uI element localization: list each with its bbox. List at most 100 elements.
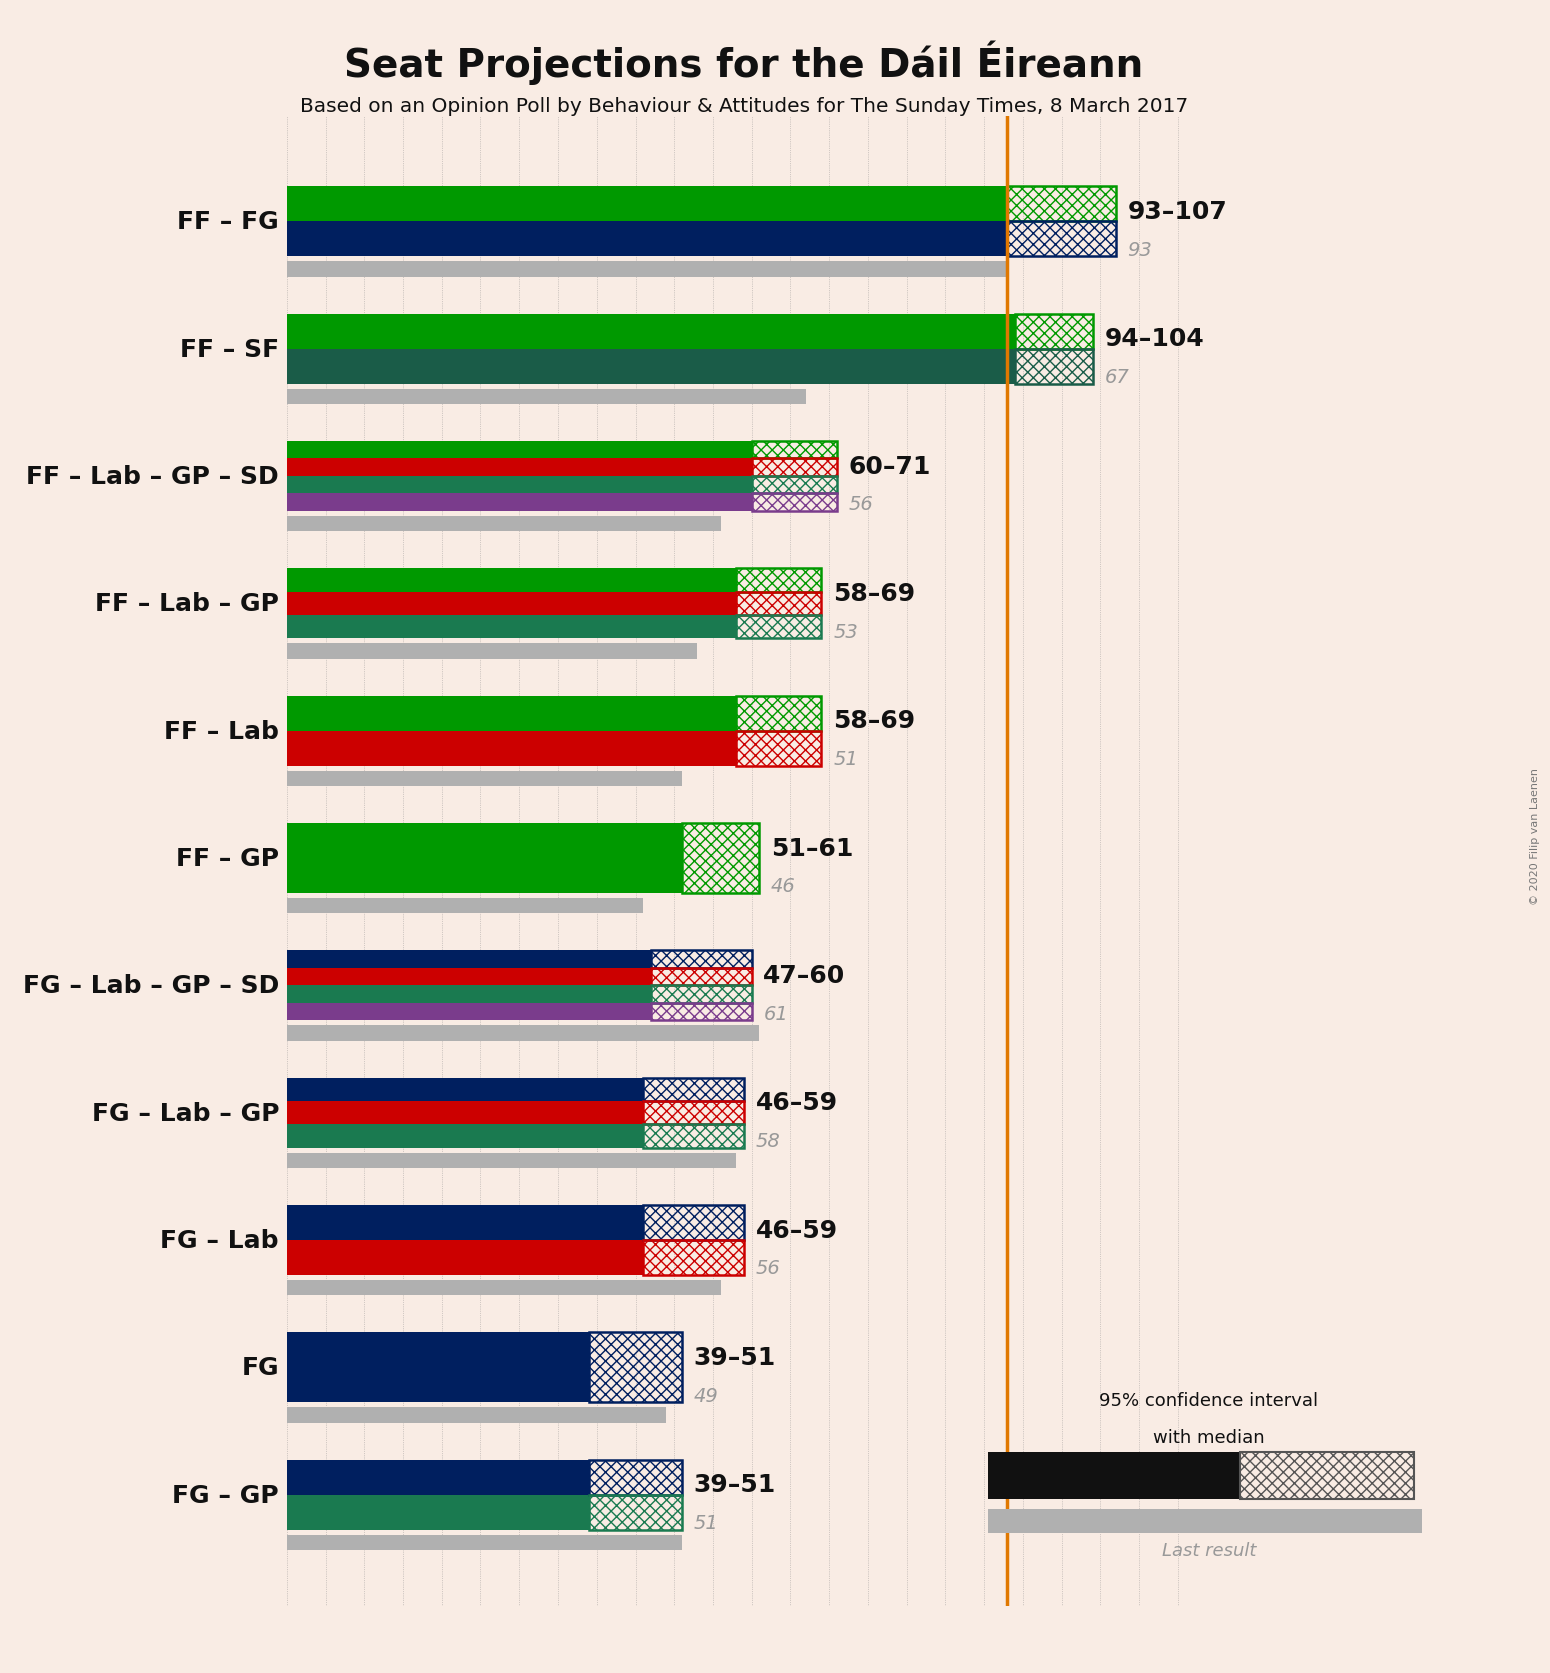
Bar (287, 1280, 721, 1295)
Bar (287, 350, 1015, 385)
Bar (287, 1026, 760, 1041)
Bar (736, 592, 822, 616)
Text: FF – Lab: FF – Lab (164, 719, 279, 743)
Bar (287, 1332, 589, 1402)
Bar (643, 1077, 744, 1101)
Bar (287, 616, 736, 639)
Bar (651, 1004, 752, 1021)
Bar (1015, 315, 1093, 350)
Text: 47–60: 47–60 (763, 964, 846, 987)
Text: 95% confidence interval: 95% confidence interval (1099, 1392, 1319, 1409)
Text: FG – Lab – GP: FG – Lab – GP (91, 1101, 279, 1124)
Bar (1240, 1452, 1414, 1499)
Bar (643, 1205, 744, 1240)
Text: 93: 93 (1127, 241, 1152, 259)
Bar (643, 1101, 744, 1124)
Text: FF – GP: FF – GP (177, 847, 279, 870)
Bar (287, 969, 651, 985)
Text: 51: 51 (834, 750, 857, 768)
Bar (752, 477, 837, 494)
Bar (287, 1205, 643, 1240)
Bar (1015, 350, 1093, 385)
Text: 39–51: 39–51 (693, 1472, 777, 1497)
Text: 58–69: 58–69 (834, 582, 914, 606)
Bar (287, 771, 682, 786)
Bar (287, 1124, 643, 1148)
Bar (287, 458, 752, 477)
Text: 60–71: 60–71 (848, 455, 932, 478)
Text: 94–104: 94–104 (1104, 328, 1204, 351)
Bar (287, 223, 1008, 258)
Bar (736, 731, 822, 766)
Bar (287, 1240, 643, 1275)
Bar (287, 390, 806, 405)
Text: 56: 56 (848, 495, 873, 514)
Text: 46–59: 46–59 (755, 1091, 837, 1114)
Bar (643, 1124, 744, 1148)
Bar (287, 950, 651, 969)
Bar (736, 696, 822, 731)
Text: FG – Lab – GP – SD: FG – Lab – GP – SD (23, 974, 279, 997)
Bar (287, 1101, 643, 1124)
Text: FG: FG (242, 1355, 279, 1380)
Bar (651, 950, 752, 969)
Bar (736, 569, 822, 592)
Bar (287, 1494, 589, 1529)
Text: 58–69: 58–69 (834, 709, 914, 733)
Text: 51–61: 51–61 (770, 836, 854, 860)
Bar (287, 1153, 736, 1168)
Bar (589, 1461, 682, 1494)
Text: © 2020 Filip van Laenen: © 2020 Filip van Laenen (1530, 768, 1539, 905)
Bar (287, 1077, 643, 1101)
Bar (287, 187, 1008, 223)
Text: Last result: Last result (1162, 1541, 1256, 1559)
Text: FG – GP: FG – GP (172, 1482, 279, 1507)
Bar (287, 1461, 589, 1494)
Bar (287, 823, 682, 893)
Text: 56: 56 (755, 1258, 780, 1278)
Text: FF – SF: FF – SF (180, 338, 279, 361)
Text: FG – Lab: FG – Lab (161, 1228, 279, 1251)
Bar (287, 1004, 651, 1021)
Text: FF – FG: FF – FG (177, 211, 279, 234)
Text: Based on an Opinion Poll by Behaviour & Attitudes for The Sunday Times, 8 March : Based on an Opinion Poll by Behaviour & … (299, 97, 1189, 115)
Bar (287, 315, 1015, 350)
Bar (589, 1494, 682, 1529)
Text: 51: 51 (693, 1514, 718, 1532)
Text: Seat Projections for the Dáil Éireann: Seat Projections for the Dáil Éireann (344, 40, 1144, 85)
Bar (651, 985, 752, 1004)
Bar (287, 1534, 682, 1551)
Bar (287, 442, 752, 458)
Text: FF – Lab – GP – SD: FF – Lab – GP – SD (26, 465, 279, 489)
Bar (1008, 223, 1116, 258)
Text: 39–51: 39–51 (693, 1345, 777, 1369)
Bar (287, 898, 643, 913)
Text: 49: 49 (693, 1385, 718, 1405)
Bar (1008, 187, 1116, 223)
Bar (752, 458, 837, 477)
Bar (989, 1452, 1240, 1499)
Bar (287, 1407, 666, 1422)
Bar (287, 263, 1008, 278)
Bar (989, 1509, 1423, 1532)
Bar (287, 644, 698, 659)
Bar (287, 731, 736, 766)
Bar (287, 592, 736, 616)
Text: FF – Lab – GP: FF – Lab – GP (95, 592, 279, 616)
Text: 53: 53 (834, 622, 857, 641)
Text: with median: with median (1153, 1429, 1265, 1445)
Text: 46–59: 46–59 (755, 1218, 837, 1241)
Bar (651, 969, 752, 985)
Bar (589, 1332, 682, 1402)
Bar (682, 823, 760, 893)
Bar (752, 494, 837, 512)
Bar (287, 517, 721, 532)
Text: 46: 46 (770, 877, 795, 897)
Bar (643, 1240, 744, 1275)
Bar (287, 569, 736, 592)
Bar (736, 616, 822, 639)
Bar (287, 696, 736, 731)
Bar (287, 477, 752, 494)
Text: 61: 61 (763, 1004, 787, 1024)
Bar (287, 494, 752, 512)
